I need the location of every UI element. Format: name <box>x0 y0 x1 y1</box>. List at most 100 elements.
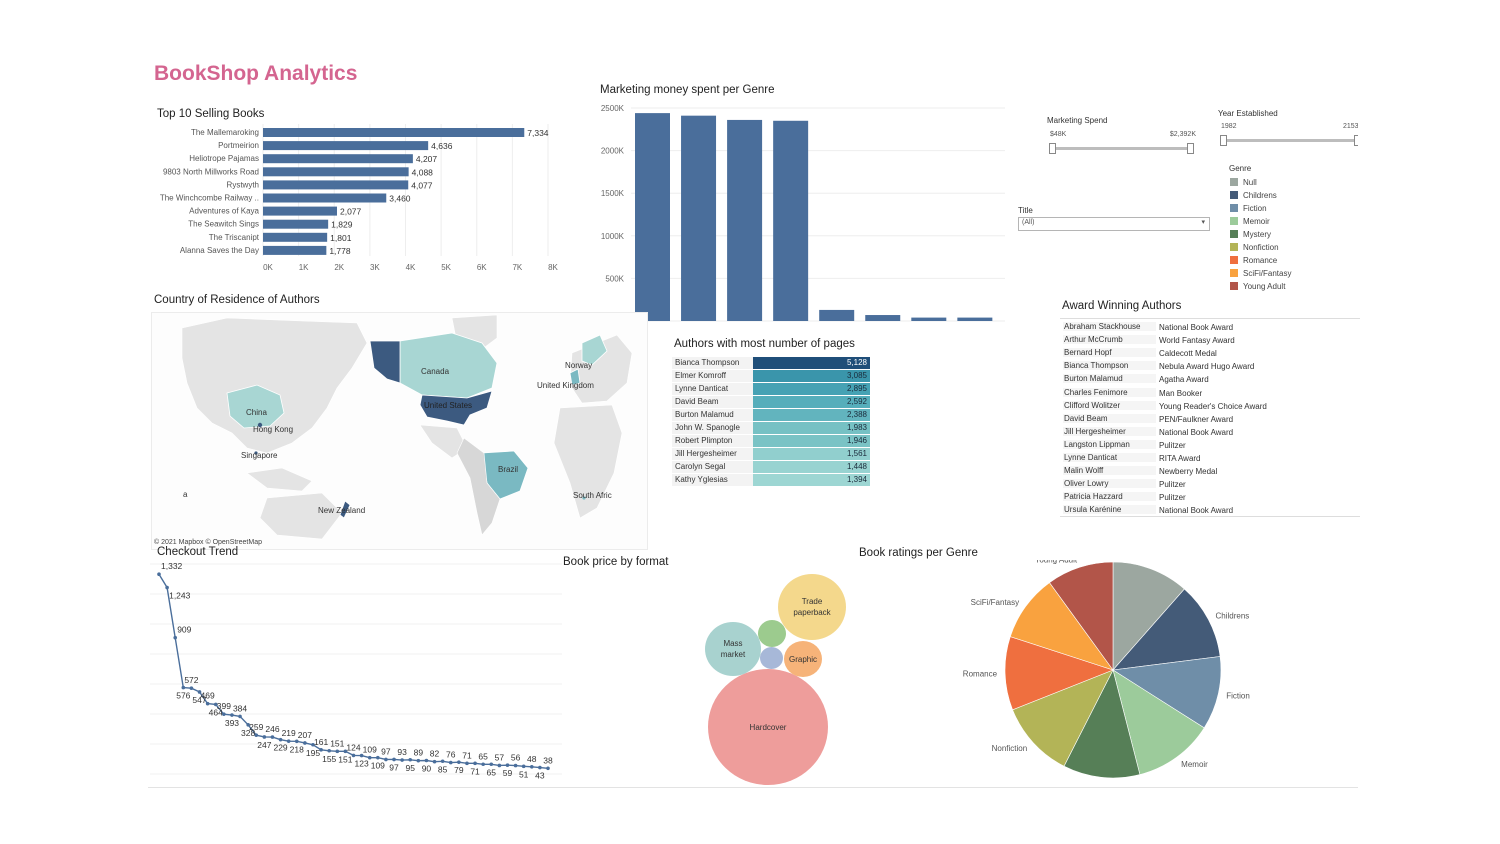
checkout-point[interactable] <box>303 741 307 745</box>
title-filter-dropdown[interactable]: (All) ▾ <box>1018 217 1210 231</box>
checkout-point[interactable] <box>505 763 510 767</box>
checkout-point[interactable] <box>238 714 242 719</box>
awards-table-row[interactable]: David Beam PEN/Faulkner Award <box>1060 413 1360 426</box>
bubble-hardcover[interactable]: Hardcover <box>708 669 828 785</box>
checkout-point[interactable] <box>165 585 169 590</box>
checkout-point[interactable] <box>384 757 388 762</box>
ratings-pie-slice[interactable] <box>1012 669 1114 767</box>
checkout-point[interactable] <box>408 757 413 762</box>
checkout-point[interactable] <box>538 765 542 770</box>
author-map[interactable]: Canada United States China Hong Kong Sin… <box>151 312 648 550</box>
genre-legend-item[interactable]: Fiction <box>1230 202 1267 214</box>
year-established-handle-max[interactable] <box>1354 135 1358 146</box>
checkout-point[interactable] <box>489 762 494 767</box>
top-books-bar[interactable] <box>263 154 413 164</box>
awards-table-row[interactable]: Abraham Stackhouse National Book Award <box>1060 321 1360 334</box>
genre-legend-item[interactable]: Childrens <box>1230 189 1277 201</box>
awards-table-row[interactable]: Clifford Wolitzer Young Reader's Choice A… <box>1060 400 1360 413</box>
marketing-spend-track[interactable] <box>1052 147 1190 150</box>
ratings-pie-slice[interactable] <box>1112 656 1222 729</box>
marketing-spend-handle-max[interactable] <box>1187 143 1194 154</box>
year-established-track[interactable] <box>1223 139 1358 142</box>
ratings-pie-slice[interactable] <box>1063 669 1141 779</box>
ratings-pie-slice[interactable] <box>1004 636 1114 711</box>
bubble-graphic[interactable]: Graphic <box>784 641 822 677</box>
top-books-bar[interactable] <box>263 206 337 216</box>
awards-table-row[interactable]: Charles Fenimore Man Booker <box>1060 387 1360 400</box>
checkout-point[interactable] <box>400 758 404 762</box>
checkout-point[interactable] <box>546 766 550 771</box>
map-attribution[interactable]: © 2021 Mapbox © OpenStreetMap <box>154 539 262 546</box>
marketing-bar[interactable] <box>819 309 855 321</box>
checkout-point[interactable] <box>189 686 194 690</box>
checkout-point[interactable] <box>213 702 218 707</box>
marketing-bar[interactable] <box>865 315 901 321</box>
checkout-point[interactable] <box>497 763 502 768</box>
genre-legend-item[interactable]: Mystery <box>1230 228 1271 240</box>
awards-table-row[interactable]: Burton Malamud Agatha Award <box>1060 373 1360 386</box>
checkout-point[interactable] <box>521 764 526 769</box>
marketing-bar[interactable] <box>957 317 993 321</box>
marketing-bar[interactable] <box>911 317 947 321</box>
top-books-bar[interactable] <box>263 141 429 151</box>
pages-table-row[interactable]: Robert Plimpton 1,946 <box>672 435 870 448</box>
bubble-mass-market[interactable]: Mass market <box>705 622 761 676</box>
checkout-point[interactable] <box>254 733 259 737</box>
checkout-point[interactable] <box>432 759 437 764</box>
pages-table-row[interactable]: Lynne Danticat 2,895 <box>672 383 870 396</box>
checkout-point[interactable] <box>319 748 323 752</box>
title-filter[interactable]: Title (All) ▾ <box>1018 205 1210 231</box>
checkout-point[interactable] <box>376 755 380 760</box>
checkout-point[interactable] <box>392 757 396 762</box>
top-books-bar[interactable] <box>263 193 387 203</box>
awards-table-row[interactable]: Patricia Hazzard Pulitzer <box>1060 491 1360 504</box>
pages-table-row[interactable]: Burton Malamud 2,388 <box>672 409 870 422</box>
checkout-point[interactable] <box>440 759 445 764</box>
checkout-point[interactable] <box>311 742 315 747</box>
ratings-pie-slice[interactable] <box>1112 669 1205 775</box>
checkout-point[interactable] <box>351 753 356 758</box>
chevron-down-icon[interactable]: ▾ <box>1201 219 1205 226</box>
awards-table-row[interactable]: Ursula Karénine National Book Award <box>1060 504 1360 517</box>
checkout-point[interactable] <box>457 760 461 764</box>
ratings-pie-slice[interactable] <box>1112 561 1185 671</box>
genre-legend-item[interactable]: Young Adult <box>1230 280 1285 292</box>
checkout-point[interactable] <box>230 713 234 717</box>
checkout-point[interactable] <box>416 758 421 763</box>
genre-legend-item[interactable]: Null <box>1230 176 1257 188</box>
pages-table-row[interactable]: Elmer Komroff 3,085 <box>672 370 870 383</box>
checkout-point[interactable] <box>335 749 340 754</box>
top-books-bar[interactable] <box>263 180 409 190</box>
checkout-point[interactable] <box>424 758 429 763</box>
top-books-bar[interactable] <box>263 245 327 255</box>
checkout-point[interactable] <box>270 735 275 739</box>
pages-table-row[interactable]: Kathy Yglesias 1,394 <box>672 474 870 487</box>
checkout-point[interactable] <box>513 763 518 768</box>
ratings-pie-slice[interactable] <box>1112 588 1221 671</box>
awards-table-row[interactable]: Bernard Hopf Caldecott Medal <box>1060 347 1360 360</box>
genre-legend-item[interactable]: SciFi/Fantasy <box>1230 267 1291 279</box>
checkout-point[interactable] <box>473 761 477 766</box>
checkout-point[interactable] <box>481 762 485 767</box>
awards-table-row[interactable]: Oliver Lowry Pulitzer <box>1060 478 1360 491</box>
checkout-point[interactable] <box>278 737 283 742</box>
awards-table-row[interactable]: Jill Hergesheimer National Book Award <box>1060 426 1360 439</box>
marketing-spend-handle-min[interactable] <box>1049 143 1056 154</box>
checkout-point[interactable] <box>286 739 291 743</box>
genre-legend-item[interactable]: Nonfiction <box>1230 241 1279 253</box>
checkout-point[interactable] <box>205 701 210 706</box>
top-books-bar[interactable] <box>263 167 409 177</box>
awards-table-row[interactable]: Langston Lippman Pulitzer <box>1060 439 1360 452</box>
checkout-point[interactable] <box>343 749 348 754</box>
pages-table-row[interactable]: John W. Spanogle 1,983 <box>672 422 870 435</box>
bubble-green[interactable] <box>758 620 786 647</box>
checkout-point[interactable] <box>367 755 372 760</box>
genre-legend-item[interactable]: Memoir <box>1230 215 1270 227</box>
checkout-point[interactable] <box>327 748 331 753</box>
top-books-bar[interactable] <box>263 219 329 229</box>
awards-table-row[interactable]: Arthur McCrumb World Fantasy Award <box>1060 334 1360 347</box>
checkout-point[interactable] <box>359 753 364 758</box>
checkout-point[interactable] <box>448 760 453 765</box>
top-books-bar[interactable] <box>263 232 328 242</box>
awards-table-row[interactable]: Lynne Danticat RITA Award <box>1060 452 1360 465</box>
